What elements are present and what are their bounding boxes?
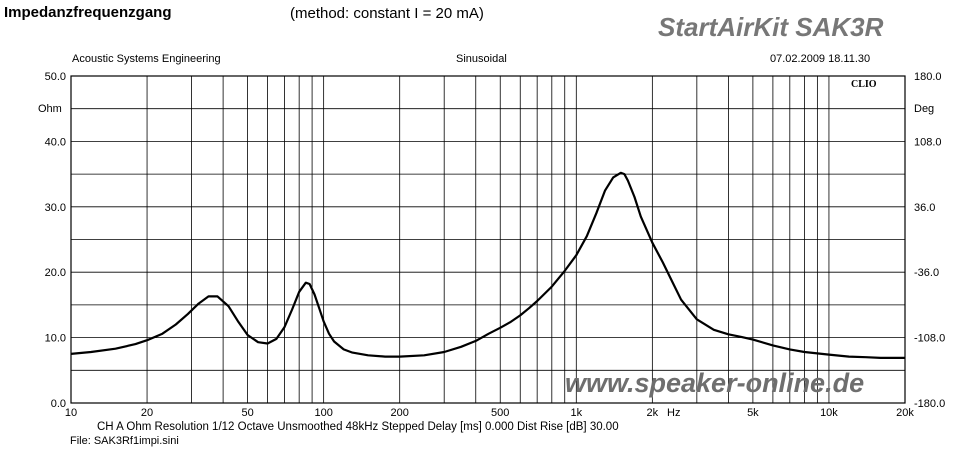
x-tick-label: 500 [491,407,509,419]
chart-title: Impedanzfrequenzgang [4,4,172,21]
y2-tick-label: -108.0 [914,333,945,345]
plot-frame [70,75,906,404]
y-tick-label: 20.0 [45,267,66,279]
measurement-datetime: 07.02.2009 18.11.30 [770,53,871,65]
product-name: StartAirKit SAK3R [658,12,884,42]
y2-tick-label: 108.0 [914,136,942,148]
clio-logo: CLIO [851,79,877,90]
y2-tick-label: -180.0 [914,398,945,410]
company-name: Acoustic Systems Engineering [72,53,221,65]
x-tick-label: 200 [391,407,409,419]
y2-axis-label: Deg [914,103,934,115]
watermark: www.speaker-online.de [565,368,865,398]
x-axis-ticks: 10 20 50 100 200 500 1k 2k 5k 10k 20k [65,407,914,419]
y2-tick-label: 36.0 [914,202,935,214]
measurement-settings: CH A Ohm Resolution 1/12 Octave Unsmooth… [97,421,619,433]
x-tick-label: 2k [647,407,659,419]
x-tick-label: 1k [570,407,582,419]
measurement-mode: Sinusoidal [456,53,507,65]
measurement-method: (method: constant I = 20 mA) [290,5,484,22]
y-axis-ticks: 50.0 40.0 30.0 20.0 10.0 0.0 [45,71,66,410]
y-tick-label: 10.0 [45,333,66,345]
chart-grid [71,76,905,403]
x-tick-label: 10 [65,407,77,419]
y-tick-label: 50.0 [45,71,66,83]
x-tick-label: 10k [820,407,838,419]
y2-axis-ticks: 180.0 108.0 36.0 -36.0 -108.0 -180.0 [914,71,945,410]
clio-logo-box [847,77,904,90]
x-axis-unit: Hz [667,407,680,419]
x-tick-label: 20k [896,407,914,419]
impedance-curve [70,171,905,359]
y-tick-label: 0.0 [51,398,66,410]
y2-tick-label: -36.0 [914,267,939,279]
file-name: File: SAK3Rf1impi.sini [70,435,179,447]
y-tick-label: 30.0 [45,202,66,214]
y2-tick-label: 180.0 [914,71,942,83]
x-tick-label: 5k [747,407,759,419]
x-tick-label: 100 [314,407,332,419]
y-axis-label: Ohm [38,103,62,115]
x-tick-label: 20 [141,407,153,419]
x-tick-label: 50 [241,407,253,419]
y-tick-label: 40.0 [45,136,66,148]
